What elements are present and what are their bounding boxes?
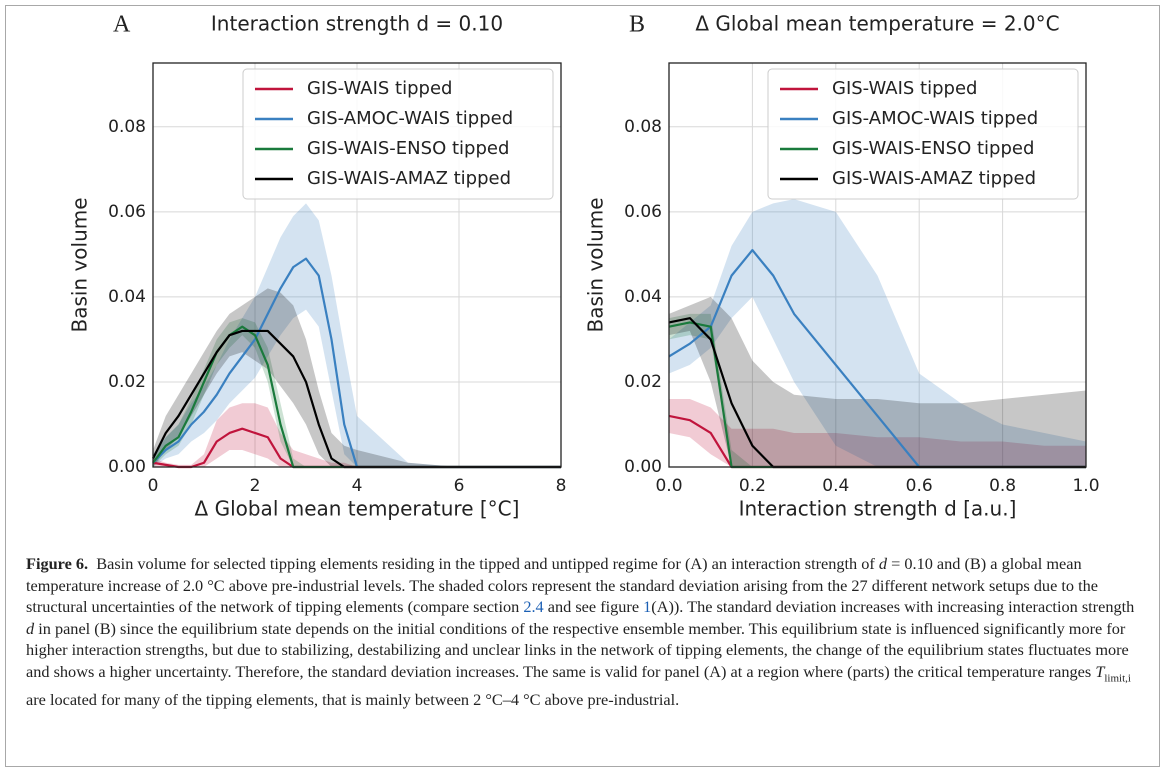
caption-text: = 0.10 and (B) a global mean temperature…: [26, 554, 1103, 616]
caption-italic: d: [26, 618, 35, 638]
chart-title: Interaction strength d = 0.10: [211, 12, 503, 36]
caption-link[interactable]: 1: [643, 597, 652, 616]
caption-text: (A)). The standard deviation increases w…: [651, 597, 1139, 616]
band: [669, 398, 1086, 467]
panel-label: A: [113, 12, 131, 38]
x-tick-label: 8: [556, 476, 567, 496]
chart-title: Δ Global mean temperature = 2.0°C: [695, 12, 1059, 36]
x-tick-label: 6: [454, 476, 465, 496]
x-tick-label: 1.0: [1072, 476, 1099, 496]
legend-label: GIS-AMOC-WAIS tipped: [832, 108, 1038, 129]
band: [153, 403, 561, 467]
x-axis-label: Interaction strength d [a.u.]: [739, 497, 1017, 521]
legend-label: GIS-WAIS tipped: [307, 78, 452, 99]
legend-frame: [242, 68, 554, 200]
legend-frame: [767, 68, 1079, 200]
caption-text: Basin volume for selected tipping elemen…: [88, 554, 879, 573]
legend-label: GIS-WAIS tipped: [832, 78, 977, 99]
legend-label: GIS-WAIS-ENSO tipped: [307, 138, 509, 159]
y-axis-label: Basin volume: [68, 197, 92, 332]
legend-label: GIS-WAIS-AMAZ tipped: [832, 168, 1036, 189]
caption-sub: limit,i: [1104, 671, 1131, 684]
band: [669, 199, 1086, 467]
caption-link[interactable]: 2.4: [523, 597, 544, 616]
y-tick-label: 0.00: [624, 457, 662, 477]
y-tick-label: 0.00: [108, 457, 146, 477]
x-tick-label: 0.8: [989, 476, 1016, 496]
caption-bold: Figure 6.: [26, 554, 89, 573]
legend-label: GIS-AMOC-WAIS tipped: [307, 108, 513, 129]
y-tick-label: 0.02: [624, 372, 662, 392]
y-tick-label: 0.08: [108, 117, 146, 137]
x-tick-label: 0.4: [822, 476, 849, 496]
axes-frame: [668, 62, 1087, 468]
legend-label: GIS-WAIS-AMAZ tipped: [307, 168, 511, 189]
caption-text: are located for many of the tipping elem…: [26, 661, 1136, 710]
x-tick-label: 2: [250, 476, 261, 496]
y-tick-label: 0.04: [624, 287, 662, 307]
figure: 0.00 0.02 0.04 0.06 0.08 0 2 4 6 8 GIS-WAIS tipped…: [5, 5, 1160, 767]
caption: Figure 6. Basin volume for selected tipp…: [26, 553, 1141, 711]
y-tick-label: 0.04: [108, 287, 146, 307]
caption-text: in panel (B) since the equilibrium state…: [26, 618, 1133, 681]
band: [669, 296, 1086, 467]
axes-frame: [152, 62, 562, 468]
caption-text: and see figure: [543, 597, 644, 616]
x-tick-label: 4: [352, 476, 363, 496]
y-tick-label: 0.08: [624, 117, 662, 137]
x-tick-label: 0.0: [655, 476, 682, 496]
band: [153, 203, 561, 467]
y-tick-label: 0.06: [108, 202, 146, 222]
y-axis-label: Basin volume: [584, 197, 608, 332]
x-tick-label: 0.2: [739, 476, 766, 496]
legend-label: GIS-WAIS-ENSO tipped: [832, 138, 1034, 159]
charts: 0.00 0.02 0.04 0.06 0.08 0 2 4 6 8 GIS-WAIS tipped…: [68, 12, 1100, 521]
x-axis-label: Δ Global mean temperature [°C]: [195, 497, 520, 521]
caption-italic: T: [1095, 661, 1105, 681]
caption-italic: d: [878, 554, 888, 573]
x-tick-label: 0.6: [906, 476, 933, 496]
y-tick-label: 0.02: [108, 372, 146, 392]
y-tick-label: 0.06: [624, 202, 662, 222]
panel-label: B: [629, 12, 645, 38]
x-tick-label: 0: [148, 476, 159, 496]
band: [153, 288, 561, 467]
